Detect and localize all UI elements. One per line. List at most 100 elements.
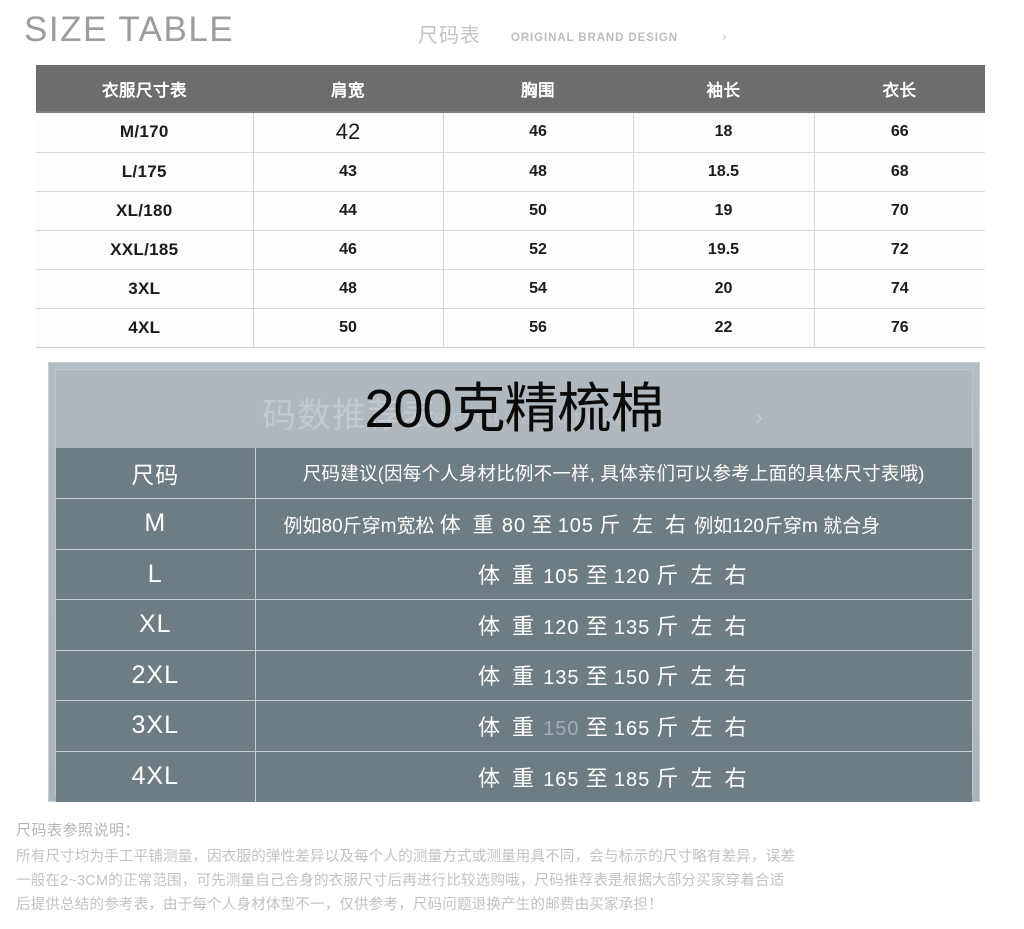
col-header-sleeve: 袖长 <box>633 65 814 113</box>
weight-unit: 斤 左 右 <box>656 613 750 639</box>
cell-size: XL <box>56 599 256 651</box>
weight-label: 体 重 <box>477 613 538 639</box>
cell-size: L/175 <box>36 152 254 192</box>
fabric-weight-overlay-title: 200克精梳棉 <box>364 379 664 439</box>
weight-label: 体 重 <box>439 513 497 537</box>
cell-shoulder: 46 <box>253 230 444 270</box>
weight-label: 体 重 <box>477 765 538 791</box>
range-separator: 至 <box>585 664 608 690</box>
weight-from: 165 <box>543 768 580 791</box>
cell-size: 4XL <box>36 308 254 348</box>
range-separator: 至 <box>585 765 608 791</box>
cell-length: 76 <box>814 308 985 348</box>
cell-shoulder: 48 <box>253 269 444 309</box>
table-row: XXL/185 46 52 19.5 72 <box>36 230 985 270</box>
range-separator: 至 <box>531 513 553 537</box>
weight-to: 185 <box>613 768 651 791</box>
cell-chest: 48 <box>443 152 634 192</box>
page-subtitle-cn: 尺码表 <box>418 25 481 47</box>
measurement-table: 衣服尺寸表 肩宽 胸围 袖长 衣长 M/170 42 46 18 66 L/17… <box>36 65 985 348</box>
cell-chest: 46 <box>443 113 634 153</box>
weight-to: 135 <box>613 616 651 639</box>
recommendation-panel: 码数推荐表 ORIGINAL BRAND DESIGN › 200克精梳棉 尺码… <box>48 362 980 802</box>
cell-sleeve: 18 <box>633 113 815 153</box>
weight-from: 150 <box>543 717 580 740</box>
table-row: XL/180 44 50 19 70 <box>36 191 985 231</box>
cell-size: M <box>56 498 256 550</box>
cell-length: 72 <box>814 230 985 270</box>
size-note-title: 尺码表参照说明： <box>16 822 141 839</box>
weight-label: 体 重 <box>477 714 538 740</box>
table-row: M/170 42 46 18 66 <box>36 113 985 153</box>
cell-length: 66 <box>814 113 985 153</box>
size-note-line-3: 后提供总结的参考表，由于每个人身材体型不一，仅供参考，尺码问题退换产生的邮费由买… <box>16 897 663 913</box>
range-separator: 至 <box>585 613 608 639</box>
recommendation-brand-label: ORIGINAL BRAND DESIGN <box>421 410 640 427</box>
weight-to: 165 <box>613 717 651 740</box>
cell-size: XL/180 <box>36 191 254 231</box>
cell-length: 74 <box>814 269 985 309</box>
cell-sleeve: 19 <box>633 191 815 231</box>
recommendation-table-wrap: 尺码 尺码建议(因每个人身材比例不一样, 具体亲们可以参考上面的具体尺寸表哦) … <box>56 448 972 802</box>
range-separator: 至 <box>585 714 608 740</box>
cell-advice: 体 重 105 至 120 斤 左 右 <box>255 549 972 600</box>
weight-to: 150 <box>613 667 651 690</box>
page-title: SIZE TABLE <box>24 10 235 49</box>
recommendation-table-body: 尺码 尺码建议(因每个人身材比例不一样, 具体亲们可以参考上面的具体尺寸表哦) … <box>56 448 972 802</box>
cell-shoulder: 44 <box>253 191 444 231</box>
col-header-size: 衣服尺寸表 <box>36 65 253 113</box>
measurement-table-head: 衣服尺寸表 肩宽 胸围 袖长 衣长 <box>36 65 985 113</box>
table-row: L 体 重 105 至 120 斤 左 右 <box>56 549 972 600</box>
advice-suffix: 例如120斤穿m 就合身 <box>694 515 881 537</box>
table-row: 3XL 体 重 150 至 165 斤 左 右 <box>56 700 972 752</box>
chevron-right-icon: › <box>722 28 727 44</box>
cell-chest: 56 <box>443 308 634 348</box>
table-row: 4XL 体 重 165 至 185 斤 左 右 <box>56 751 972 802</box>
table-row: L/175 43 48 18.5 68 <box>36 152 985 192</box>
range-separator: 至 <box>585 563 608 589</box>
weight-from: 135 <box>543 667 580 690</box>
cell-shoulder: 43 <box>253 152 444 192</box>
col-header-advice: 尺码建议(因每个人身材比例不一样, 具体亲们可以参考上面的具体尺寸表哦) <box>255 448 972 499</box>
cell-length: 68 <box>814 152 985 192</box>
cell-sleeve: 19.5 <box>633 230 815 270</box>
weight-label: 体 重 <box>477 563 538 589</box>
chevron-right-icon: › <box>756 407 763 429</box>
cell-size: 2XL <box>56 650 256 701</box>
cell-chest: 52 <box>443 230 634 270</box>
table-row: 4XL 50 56 22 76 <box>36 308 985 348</box>
weight-from: 80 <box>501 514 527 537</box>
col-header-length: 衣长 <box>814 65 985 113</box>
weight-to: 105 <box>557 514 595 537</box>
weight-unit: 斤 左 右 <box>656 563 750 589</box>
recommendation-title-cn: 码数推荐表 <box>262 397 437 435</box>
cell-length: 70 <box>814 191 985 231</box>
weight-unit: 斤 左 右 <box>599 513 690 537</box>
cell-advice: 例如80斤穿m宽松 体 重 80 至 105 斤 左 右 例如120斤穿m 就合… <box>255 498 972 550</box>
cell-sleeve: 18.5 <box>633 152 815 192</box>
weight-from: 105 <box>543 566 580 589</box>
measurement-table-body: M/170 42 46 18 66 L/175 43 48 18.5 68 XL… <box>36 113 985 348</box>
cell-size: XXL/185 <box>36 230 254 270</box>
cell-advice: 体 重 150 至 165 斤 左 右 <box>255 700 972 752</box>
table-row: 2XL 体 重 135 至 150 斤 左 右 <box>56 650 972 701</box>
cell-chest: 50 <box>443 191 634 231</box>
cell-size: M/170 <box>36 113 254 153</box>
recommendation-table: 尺码 尺码建议(因每个人身材比例不一样, 具体亲们可以参考上面的具体尺寸表哦) … <box>56 448 972 802</box>
cell-size: 3XL <box>36 269 254 309</box>
table-row: 3XL 48 54 20 74 <box>36 269 985 309</box>
cell-advice: 体 重 135 至 150 斤 左 右 <box>255 650 972 701</box>
cell-size: L <box>56 549 256 600</box>
cell-shoulder: 50 <box>253 308 444 348</box>
cell-chest: 54 <box>443 269 634 309</box>
cell-shoulder: 42 <box>253 113 444 153</box>
cell-advice: 体 重 120 至 135 斤 左 右 <box>255 599 972 651</box>
col-header-chest: 胸围 <box>443 65 633 113</box>
size-note-line-1: 所有尺寸均为手工平铺测量，因衣服的弹性差异以及每个人的测量方式或测量用具不同，会… <box>16 849 796 865</box>
measurement-table-wrap: 衣服尺寸表 肩宽 胸围 袖长 衣长 M/170 42 46 18 66 L/17… <box>36 65 985 348</box>
cell-advice: 体 重 165 至 185 斤 左 右 <box>255 751 972 802</box>
cell-sleeve: 20 <box>633 269 815 309</box>
size-note: 尺码表参照说明： 所有尺寸均为手工平铺测量，因衣服的弹性差异以及每个人的测量方式… <box>16 820 1016 917</box>
advice-prefix: 例如80斤穿m宽松 <box>283 515 435 537</box>
